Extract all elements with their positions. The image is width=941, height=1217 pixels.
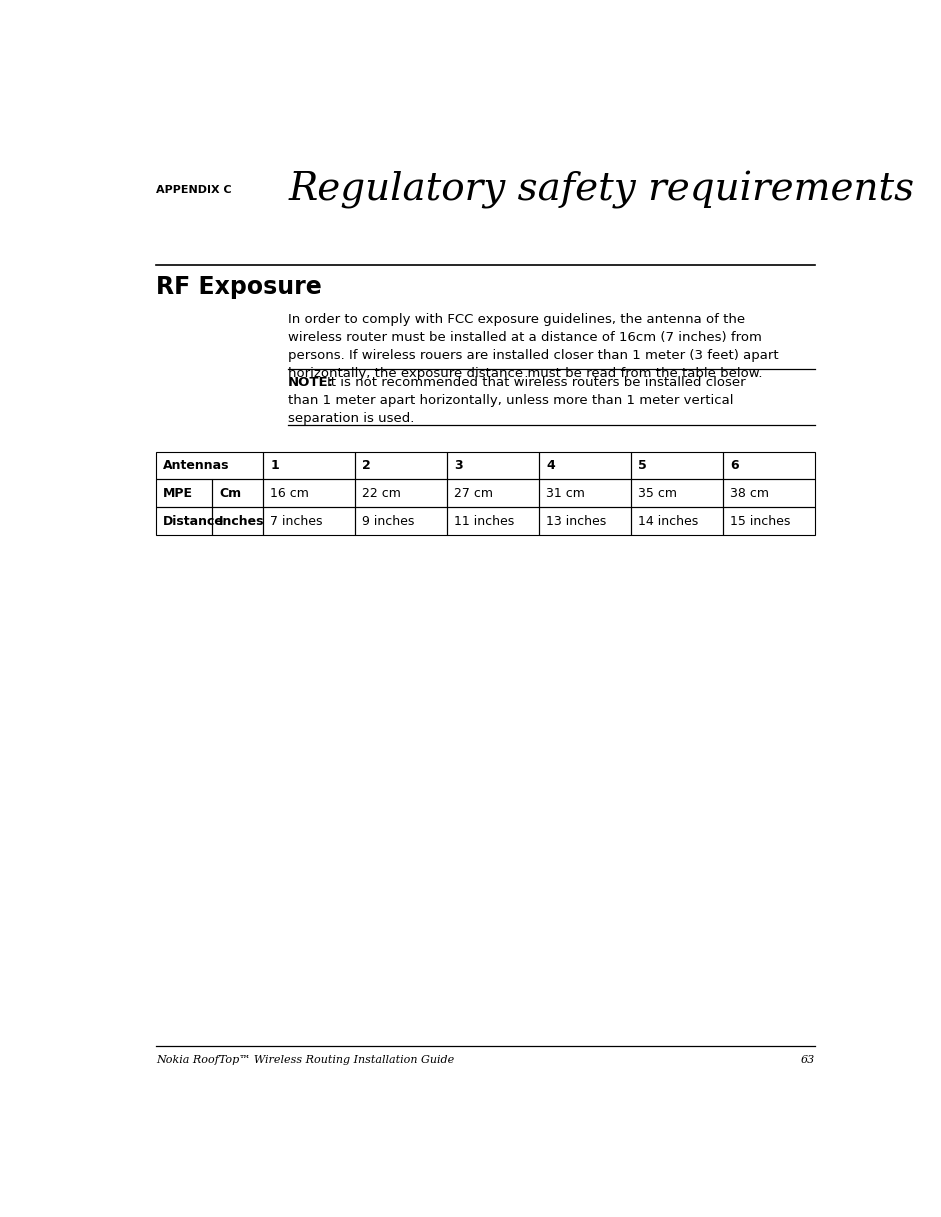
Bar	[212, 479, 263, 507]
Text: 1: 1	[270, 459, 279, 472]
Bar	[356, 479, 447, 507]
Bar	[263, 507, 356, 535]
Bar	[539, 479, 631, 507]
Bar	[447, 479, 539, 507]
Text: 16 cm: 16 cm	[270, 487, 310, 500]
Text: 9 inches: 9 inches	[362, 515, 415, 527]
Bar	[156, 507, 212, 535]
Text: persons. If wireless rouers are installed closer than 1 meter (3 feet) apart: persons. If wireless rouers are installe…	[288, 349, 779, 363]
Text: 3: 3	[455, 459, 463, 472]
Text: 14 inches: 14 inches	[638, 515, 698, 527]
Bar	[539, 452, 631, 479]
Text: 13 inches: 13 inches	[546, 515, 606, 527]
Text: horizontally, the exposure distance must be read from the table below.: horizontally, the exposure distance must…	[288, 368, 762, 381]
Bar	[447, 452, 539, 479]
Text: 22 cm: 22 cm	[362, 487, 401, 500]
Text: In order to comply with FCC exposure guidelines, the antenna of the: In order to comply with FCC exposure gui…	[288, 313, 745, 326]
Text: 2: 2	[362, 459, 371, 472]
Text: 11 inches: 11 inches	[455, 515, 515, 527]
Text: 27 cm: 27 cm	[455, 487, 493, 500]
Text: 35 cm: 35 cm	[638, 487, 678, 500]
Text: MPE: MPE	[164, 487, 193, 500]
Bar	[356, 507, 447, 535]
Bar	[156, 452, 263, 479]
Text: 4: 4	[546, 459, 555, 472]
Text: APPENDIX C: APPENDIX C	[156, 185, 232, 195]
Text: than 1 meter apart horizontally, unless more than 1 meter vertical: than 1 meter apart horizontally, unless …	[288, 394, 734, 408]
Bar	[723, 507, 815, 535]
Bar	[212, 507, 263, 535]
Bar	[263, 452, 356, 479]
Text: Antennas: Antennas	[164, 459, 230, 472]
Text: 5: 5	[638, 459, 646, 472]
Text: Regulatory safety requirements: Regulatory safety requirements	[288, 170, 915, 209]
Text: Inches: Inches	[219, 515, 264, 527]
Text: Distance: Distance	[164, 515, 224, 527]
Bar	[447, 507, 539, 535]
Text: 7 inches: 7 inches	[270, 515, 323, 527]
Bar	[723, 452, 815, 479]
Bar	[539, 507, 631, 535]
Bar	[631, 479, 723, 507]
Text: wireless router must be installed at a distance of 16cm (7 inches) from: wireless router must be installed at a d…	[288, 331, 762, 344]
Text: 6: 6	[730, 459, 739, 472]
Bar	[263, 479, 356, 507]
Text: NOTE:: NOTE:	[288, 376, 334, 389]
Text: It is not recommended that wireless routers be installed closer: It is not recommended that wireless rout…	[327, 376, 745, 389]
Bar	[356, 452, 447, 479]
Bar	[631, 452, 723, 479]
Text: 38 cm: 38 cm	[730, 487, 769, 500]
Bar	[631, 507, 723, 535]
Bar	[156, 479, 212, 507]
Text: 31 cm: 31 cm	[546, 487, 585, 500]
Text: separation is used.: separation is used.	[288, 413, 414, 426]
Bar	[723, 479, 815, 507]
Text: 15 inches: 15 inches	[730, 515, 790, 527]
Text: RF Exposure: RF Exposure	[156, 275, 322, 298]
Text: Cm: Cm	[219, 487, 241, 500]
Text: 63: 63	[801, 1055, 815, 1065]
Text: Nokia RoofTop™ Wireless Routing Installation Guide: Nokia RoofTop™ Wireless Routing Installa…	[156, 1055, 455, 1065]
